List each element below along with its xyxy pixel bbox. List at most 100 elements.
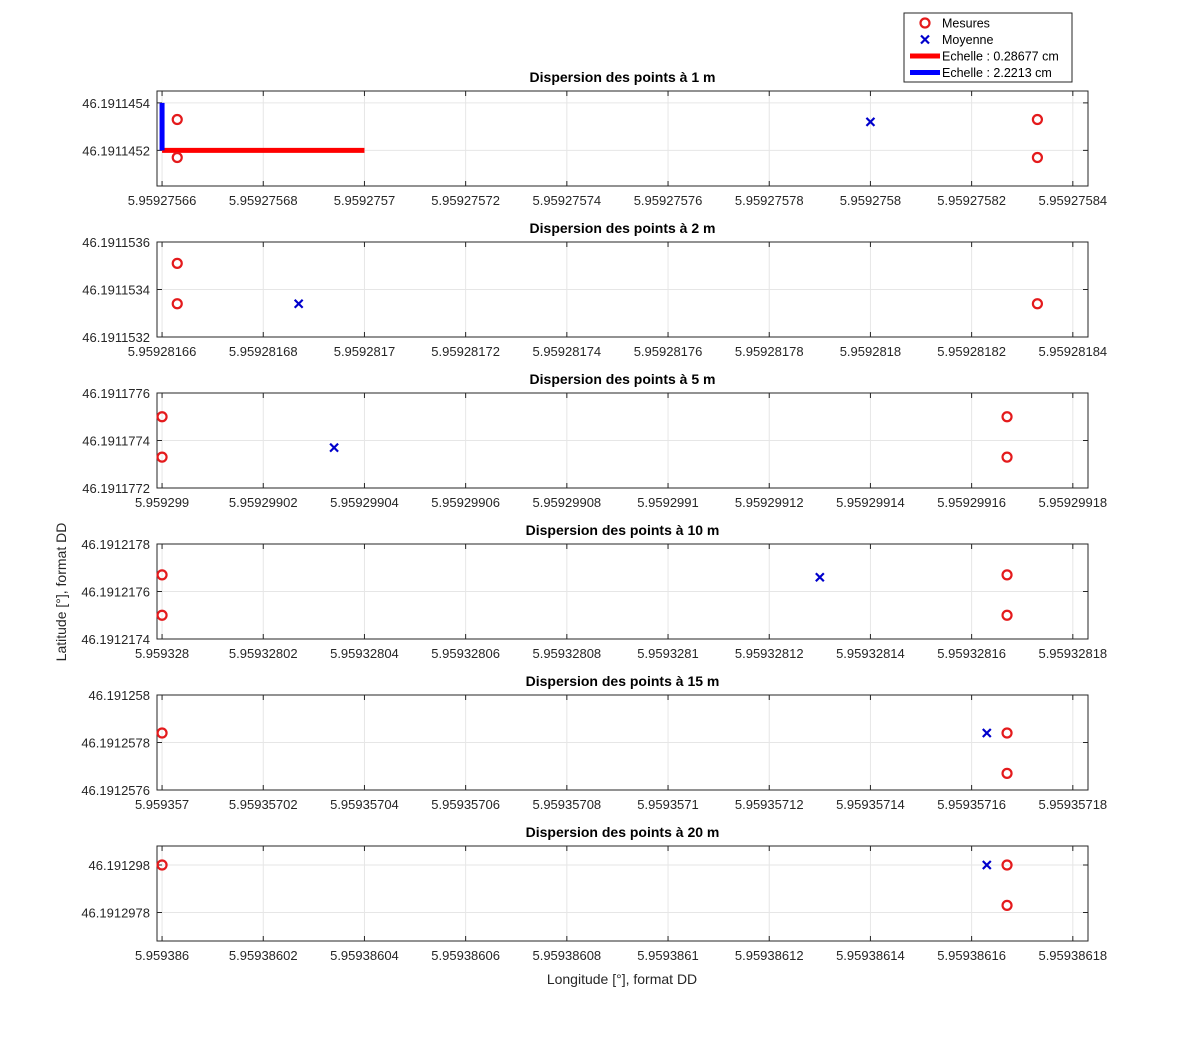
plot-area [157,91,1088,186]
x-tick-label: 5.9592758 [840,193,901,208]
x-tick-label: 5.95935714 [836,797,905,812]
y-tick-label: 46.191258 [89,688,150,703]
x-tick-label: 5.95935716 [937,797,1006,812]
legend: Mesures Moyenne Echelle : 0.28677 cm Echell… [903,12,1073,83]
mesure-point [1001,899,1013,911]
mesure-point [156,727,168,739]
subplot-4: 5.959328 5.95932802 5.95932804 5.95932806 5.… [81,522,1107,661]
y-tick-label: 46.1911774 [82,434,150,449]
legend-label: Moyenne [942,33,993,47]
x-tick-label: 5.95938612 [735,948,804,963]
mesure-point [1001,411,1013,423]
mesure-point [1031,113,1044,126]
y-tick-label: 46.1911776 [82,386,150,401]
subplot-title: Dispersion des points à 15 m [526,673,720,689]
x-tick-label: 5.95938604 [330,948,399,963]
x-tick-label: 5.95935712 [735,797,804,812]
x-tick-label: 5.9592757 [334,193,395,208]
y-axis-label: Latitude [°], format DD [53,523,69,662]
x-tick-label: 5.95928174 [532,344,601,359]
moyenne-point [293,298,304,309]
x-tick-label: 5.95928172 [431,344,500,359]
mesure-point [1001,727,1013,739]
axes-box [156,845,1089,942]
mesure-point [1001,767,1013,779]
legend-label: Echelle : 2.2213 cm [942,66,1052,80]
y-tick-label: 46.1912578 [81,736,150,751]
x-tick-label: 5.95938606 [431,948,500,963]
y-tick-label: 46.1912178 [81,537,150,552]
x-tick-label: 5.959299 [135,495,189,510]
x-tick-label: 5.95928178 [735,344,804,359]
x-tick-label: 5.95928176 [634,344,703,359]
x-tick-label: 5.95938602 [229,948,298,963]
moyenne-point [329,442,339,453]
x-tick-label: 5.95927566 [128,193,197,208]
subplot-3: 5.959299 5.95929902 5.95929904 5.95929906 5.… [82,371,1107,510]
x-tick-label: 5.9593571 [637,797,698,812]
y-tick-label: 46.1912576 [81,783,150,798]
axes-box [156,90,1089,187]
mesure-point [171,113,183,126]
mesure-point [156,451,168,463]
x-tick-label: 5.9592991 [637,495,698,510]
subplot-title: Dispersion des points à 2 m [530,220,716,236]
legend-label: Mesures [942,17,990,31]
x-tick-label: 5.95935708 [532,797,601,812]
subplot-title: Dispersion des points à 10 m [526,522,720,538]
x-tick-label: 5.95929906 [431,495,500,510]
x-tick-label: 5.95935718 [1038,797,1107,812]
x-tick-label: 5.95927574 [532,193,601,208]
y-tick-label: 46.1911772 [82,481,150,496]
y-tick-label: 46.1911452 [82,143,150,158]
x-tick-label: 5.95938618 [1038,948,1107,963]
x-tick-label: 5.9593281 [637,646,698,661]
x-tick-label: 5.95932812 [735,646,804,661]
mesure-point [156,411,168,423]
subplot-1: 5.95927566 5.95927568 5.9592757 5.95927572 5… [82,69,1107,208]
moyenne-point [982,728,992,738]
x-tick-label: 5.95929912 [735,495,804,510]
x-tick-label: 5.95929904 [330,495,399,510]
mesure-point [156,859,168,871]
x-tick-label: 5.95935702 [229,797,298,812]
x-tick-label: 5.95929908 [532,495,601,510]
x-tick-label: 5.959386 [135,948,189,963]
subplot-title: Dispersion des points à 20 m [526,824,720,840]
x-tick-label: 5.95927576 [634,193,703,208]
y-tick-label: 46.1911532 [82,330,150,345]
mesure-point [156,569,168,581]
x-tick-label: 5.95927568 [229,193,298,208]
y-tick-label: 46.1911454 [82,96,150,111]
y-tick-label: 46.1912978 [81,906,150,921]
mesure-point [171,257,183,269]
x-tick-label: 5.9592817 [334,344,395,359]
x-tick-label: 5.95938608 [532,948,601,963]
x-tick-label: 5.95935704 [330,797,399,812]
mesure-point [1001,451,1013,463]
x-tick-label: 5.95928182 [937,344,1006,359]
y-tick-label: 46.1911534 [82,283,150,298]
plot-area [157,846,1088,941]
subplot-2: 5.95928166 5.95928168 5.9592817 5.95928172 5… [82,220,1107,359]
subplot-title: Dispersion des points à 5 m [530,371,716,387]
x-axis-label: Longitude [°], format DD [547,971,697,987]
x-tick-label: 5.95928166 [128,344,197,359]
x-tick-label: 5.9593861 [637,948,698,963]
x-tick-label: 5.95932816 [937,646,1006,661]
x-tick-label: 5.95938616 [937,948,1006,963]
x-tick-label: 5.95928168 [229,344,298,359]
x-tick-label: 5.95929918 [1038,495,1107,510]
y-tick-label: 46.1912176 [81,585,150,600]
x-tick-label: 5.95928184 [1038,344,1107,359]
x-tick-label: 5.95932814 [836,646,905,661]
legend-label: Echelle : 0.28677 cm [942,50,1059,64]
subplot-title: Dispersion des points à 1 m [530,69,716,85]
moyenne-point [815,572,825,583]
mesure-point [171,151,183,164]
mesure-point [1001,859,1013,871]
subplot-5: 5.959357 5.95935702 5.95935704 5.95935706 5.… [81,673,1107,812]
x-tick-label: 5.95927582 [937,193,1006,208]
x-tick-label: 5.95927578 [735,193,804,208]
